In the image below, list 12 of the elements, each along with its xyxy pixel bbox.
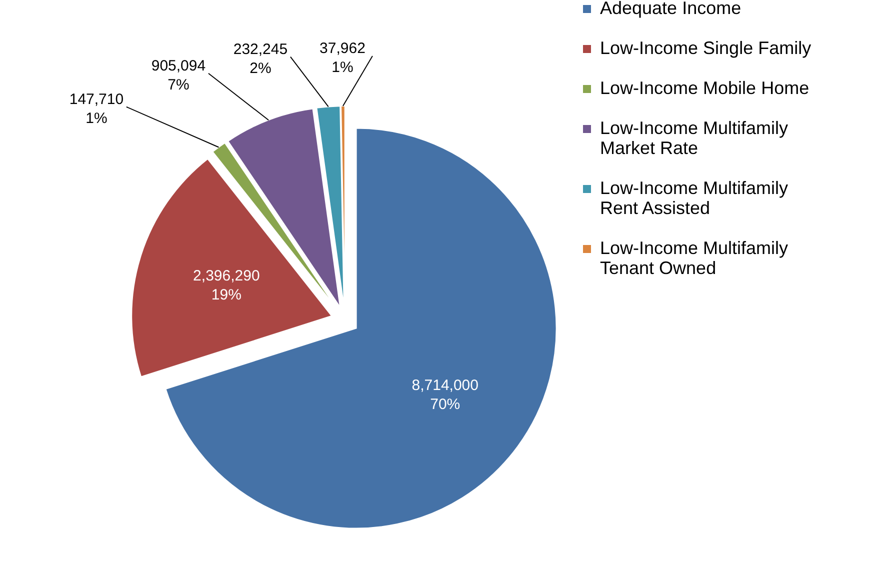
legend-label: Low-Income Multifamily Tenant Owned [600, 238, 788, 278]
data-label: 8,714,000 70% [412, 377, 478, 414]
data-label: 232,245 2% [233, 40, 288, 77]
data-label: 905,094 7% [151, 57, 206, 94]
legend-label: Low-Income Single Family [600, 38, 812, 58]
data-label: 37,962 1% [320, 40, 366, 76]
data-label: 2,396,290 19% [193, 268, 260, 304]
data-label: 147,710 1% [69, 90, 124, 127]
legend-label: Low-Income Multifamily Market Rate [600, 118, 788, 158]
legend-label: Low-Income Multifamily Rent Assisted [600, 178, 788, 218]
legend-label: Low-Income Mobile Home [600, 78, 810, 98]
legend-label: Adequate Income [600, 0, 742, 18]
